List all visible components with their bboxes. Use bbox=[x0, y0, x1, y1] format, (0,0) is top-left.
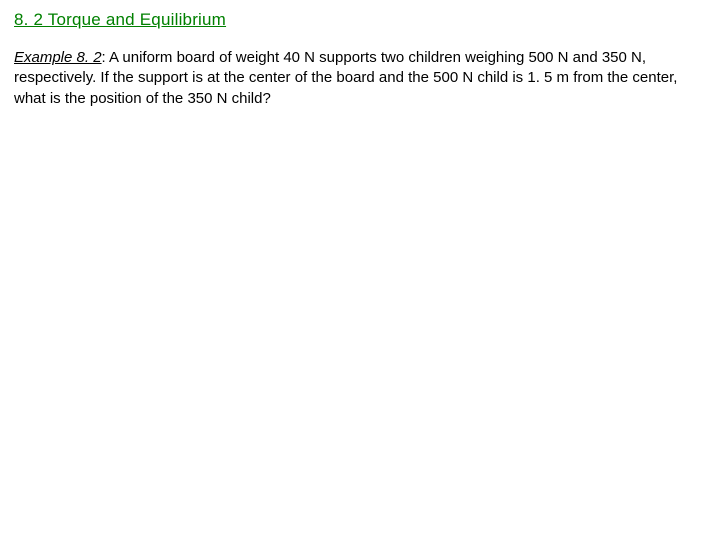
section-heading: 8. 2 Torque and Equilibrium bbox=[14, 10, 706, 30]
slide-page: 8. 2 Torque and Equilibrium Example 8. 2… bbox=[0, 0, 720, 109]
problem-text: : A uniform board of weight 40 N support… bbox=[14, 49, 677, 107]
problem-paragraph: Example 8. 2: A uniform board of weight … bbox=[14, 48, 694, 109]
example-label: Example 8. 2 bbox=[14, 49, 102, 66]
